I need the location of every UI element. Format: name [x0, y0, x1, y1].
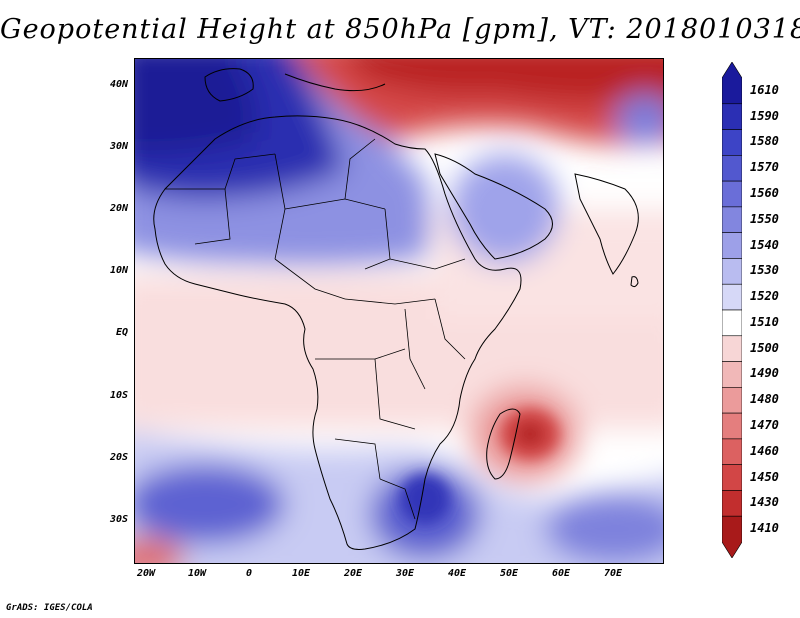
colorbar	[722, 62, 742, 558]
colorbar-label: 1590	[750, 108, 779, 123]
lon-label: 10E	[291, 568, 311, 579]
colorbar-label: 1450	[750, 469, 779, 484]
lon-label: 20W	[136, 568, 156, 579]
lat-label: 20S	[109, 452, 128, 463]
lon-label: 50E	[499, 568, 519, 579]
colorbar-label: 1520	[750, 289, 779, 304]
lat-label: 30S	[109, 514, 128, 525]
colorbar-label: 1500	[750, 340, 779, 355]
colorbar-cell	[722, 412, 742, 440]
colorbar-cell	[722, 232, 742, 259]
lat-label: EQ	[115, 327, 128, 338]
colorbar-label: 1470	[750, 418, 779, 432]
colorbar-cell	[722, 515, 742, 558]
lat-label: 20N	[109, 203, 128, 214]
lon-label: 0	[245, 568, 253, 579]
colorbar-label: 1570	[750, 160, 779, 175]
colorbar-label: 1540	[750, 237, 779, 252]
plot-title: Geopotential Height at 850hPa [gpm], VT:…	[0, 14, 800, 45]
lon-label: 10W	[187, 568, 207, 579]
colorbar-cell	[722, 335, 742, 362]
colorbar-cell	[722, 62, 742, 105]
colorbar-cell	[722, 258, 742, 285]
lon-label: 70E	[603, 568, 623, 579]
lat-label: 40N	[109, 79, 128, 90]
colorbar-cell	[722, 180, 742, 208]
colorbar-cell	[722, 155, 742, 182]
colorbar-cell	[722, 464, 742, 491]
colorbar-label: 1530	[750, 263, 779, 278]
lon-label: 30E	[395, 568, 415, 579]
colorbar-label: 1510	[750, 314, 779, 329]
lon-label: 40E	[447, 568, 467, 579]
lon-label: 60E	[551, 568, 571, 579]
colorbar-label: 1410	[750, 521, 779, 536]
colorbar-cell	[722, 103, 742, 130]
colorbar-cell	[722, 387, 742, 414]
colorbar-label: 1490	[750, 366, 779, 381]
colorbar-label: 1430	[750, 495, 779, 510]
credit-text: GrADS: IGES/COLA	[6, 603, 93, 613]
colorbar-label: 1480	[750, 392, 779, 407]
colorbar-cell	[722, 490, 742, 517]
colorbar-cell	[722, 283, 742, 311]
colorbar-cell	[722, 206, 742, 233]
colorbar-cell	[722, 438, 742, 465]
colorbar-label: 1550	[750, 211, 779, 226]
geopotential-field	[135, 59, 663, 563]
lat-label: 10S	[109, 390, 128, 401]
colorbar-label: 1460	[750, 443, 779, 458]
colorbar-label: 1580	[750, 134, 779, 149]
colorbar-cell	[722, 361, 742, 388]
lat-label: 10N	[109, 265, 128, 276]
lat-label: 30N	[109, 141, 128, 152]
map-panel	[134, 58, 664, 564]
lon-label: 20E	[343, 568, 363, 579]
colorbar-label: 1610	[750, 82, 779, 97]
colorbar-cell	[722, 309, 742, 337]
coastlines	[153, 68, 639, 550]
country-borders	[165, 138, 466, 520]
colorbar-cell	[722, 129, 742, 156]
colorbar-label: 1560	[750, 186, 779, 200]
